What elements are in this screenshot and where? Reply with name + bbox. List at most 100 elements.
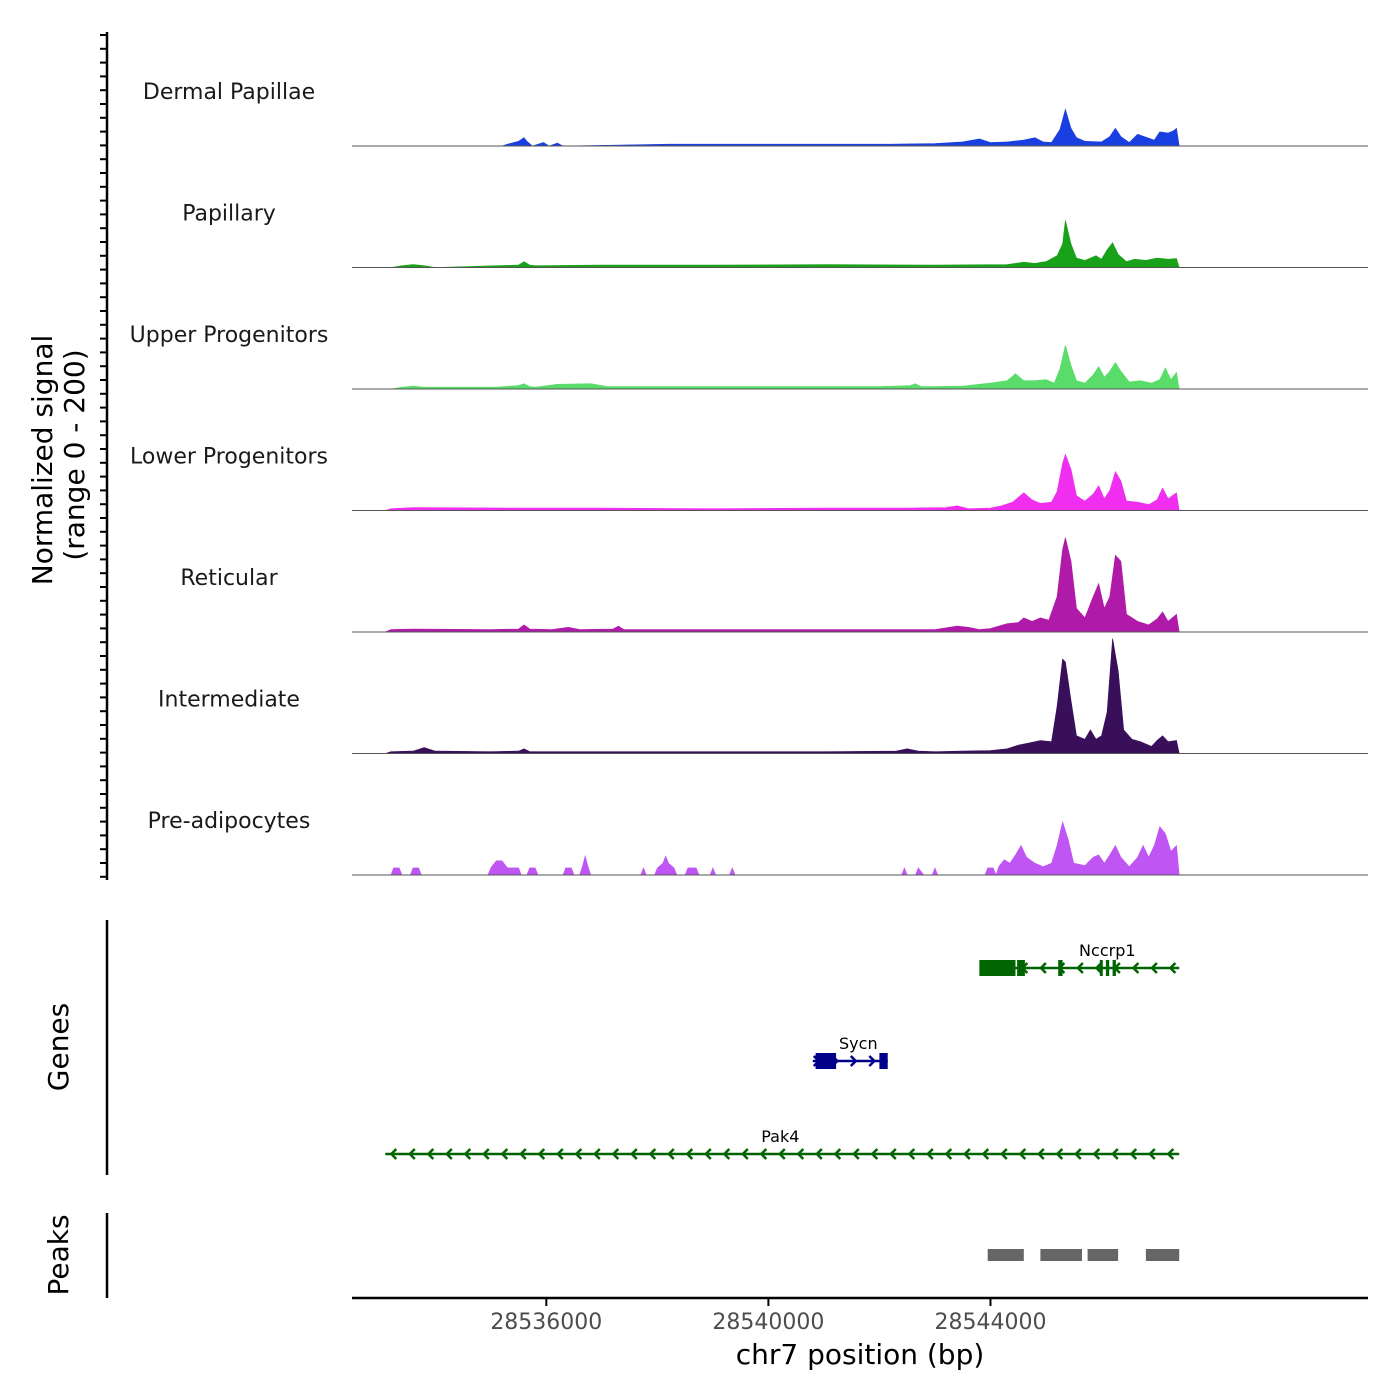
strand-arrow [611,1148,620,1160]
exon [979,960,1016,976]
track-intermediate: Intermediate [158,638,1368,754]
strand-arrow [1018,1148,1027,1160]
strand-arrow [1111,1148,1119,1160]
strand-arrow [852,1148,860,1160]
strand-arrow [1092,1148,1101,1160]
peak [987,1249,1024,1261]
strand-arrow [482,1148,490,1160]
peaks-panel [987,1249,1180,1261]
strand-arrow [833,1148,842,1160]
track-papillary: Papillary [182,202,1368,268]
track-signal-area [390,345,1180,390]
track-label: Reticular [180,566,278,591]
strand-arrow [815,1148,823,1160]
track-label: Intermediate [158,688,300,713]
exon [1112,960,1116,976]
x-axis-ticks: 28536000 28540000 28544000 [490,1298,1046,1335]
track-reticular: Reticular [180,537,1368,633]
track-label: Lower Progenitors [130,445,328,470]
exon [879,1053,888,1069]
strand-arrow [685,1148,694,1160]
strand-arrow [1166,1148,1175,1160]
exon [1058,960,1063,976]
strand-arrow [778,1148,786,1160]
gene-label: Sycn [839,1034,878,1053]
strand-arrow [849,1055,858,1067]
track-lower-progenitors: Lower Progenitors [130,445,1368,511]
peak [1040,1249,1082,1261]
strand-arrow [408,1148,416,1160]
gene-sycn: Sycn [812,1034,888,1069]
strand-arrow [593,1148,601,1160]
strand-arrow [1055,1148,1064,1160]
strand-arrow [1094,962,1103,974]
track-signal-area [385,453,1180,511]
track-label: Upper Progenitors [130,323,329,348]
strand-arrow [389,1148,398,1160]
strand-arrow [1148,1148,1156,1160]
strand-arrow [870,1148,879,1160]
strand-arrow [1168,962,1177,974]
strand-arrow [759,1148,768,1160]
strand-arrow [1037,1148,1045,1160]
track-signal-area [385,638,1180,754]
strand-arrow [1074,1148,1082,1160]
track-label: Papillary [182,202,276,227]
signal-tracks: Dermal Papillae Papillary Upper Progenitor… [130,80,1368,876]
genes-axis-title: Genes [42,1003,75,1091]
strand-arrow [537,1148,546,1160]
gene-label: Pak4 [761,1127,799,1146]
strand-arrow [868,1055,877,1067]
x-tick-label: 28540000 [712,1310,824,1335]
strand-arrow [926,1148,934,1160]
track-signal-area [385,537,1180,633]
strand-arrow [1150,962,1158,974]
strand-arrow [889,1148,897,1160]
signal-axis-title-line1: Normalized signal [26,335,59,586]
strand-arrow [426,1148,435,1160]
strand-arrow [667,1148,675,1160]
gene-nccrp1: Nccrp1 [979,941,1180,976]
strand-arrow [981,1148,990,1160]
x-tick-label: 28536000 [490,1310,602,1335]
strand-arrow [1000,1148,1008,1160]
strand-arrow [500,1148,509,1160]
gene-pak4: Pak4 [385,1127,1180,1160]
strand-arrow [1039,962,1047,974]
x-axis-title: chr7 position (bp) [736,1338,985,1371]
track-label: Pre-adipocytes [148,809,311,834]
track-label: Dermal Papillae [143,80,315,105]
peak [1145,1249,1180,1261]
strand-arrow [796,1148,805,1160]
strand-arrow [556,1148,564,1160]
strand-arrow [944,1148,953,1160]
strand-arrow [963,1148,971,1160]
exon [1017,960,1025,976]
peaks-axis-title: Peaks [42,1214,75,1295]
strand-arrow [630,1148,638,1160]
track-signal-area [390,220,1180,268]
strand-arrow [907,1148,916,1160]
peak [1087,1249,1119,1261]
exon [815,1053,837,1069]
gene-label: Nccrp1 [1079,941,1135,960]
strand-arrow [1129,1148,1138,1160]
strand-arrow [445,1148,453,1160]
strand-arrow [704,1148,712,1160]
signal-axis-title-line2: (range 0 - 200) [58,349,91,560]
strand-arrow [741,1148,749,1160]
genes-panel: Nccrp1 Sycn Pak4 [385,941,1180,1160]
strand-arrow [519,1148,527,1160]
track-dermal-papillae: Dermal Papillae [143,80,1368,147]
strand-arrow [463,1148,472,1160]
track-signal-area [501,108,1180,147]
strand-arrow [574,1148,583,1160]
track-upper-progenitors: Upper Progenitors [130,323,1368,390]
strand-arrow [648,1148,657,1160]
exon [1105,960,1110,976]
exon [1099,960,1103,976]
strand-arrow [1076,962,1084,974]
track-signal-area [390,820,1180,876]
x-tick-label: 28544000 [934,1310,1046,1335]
